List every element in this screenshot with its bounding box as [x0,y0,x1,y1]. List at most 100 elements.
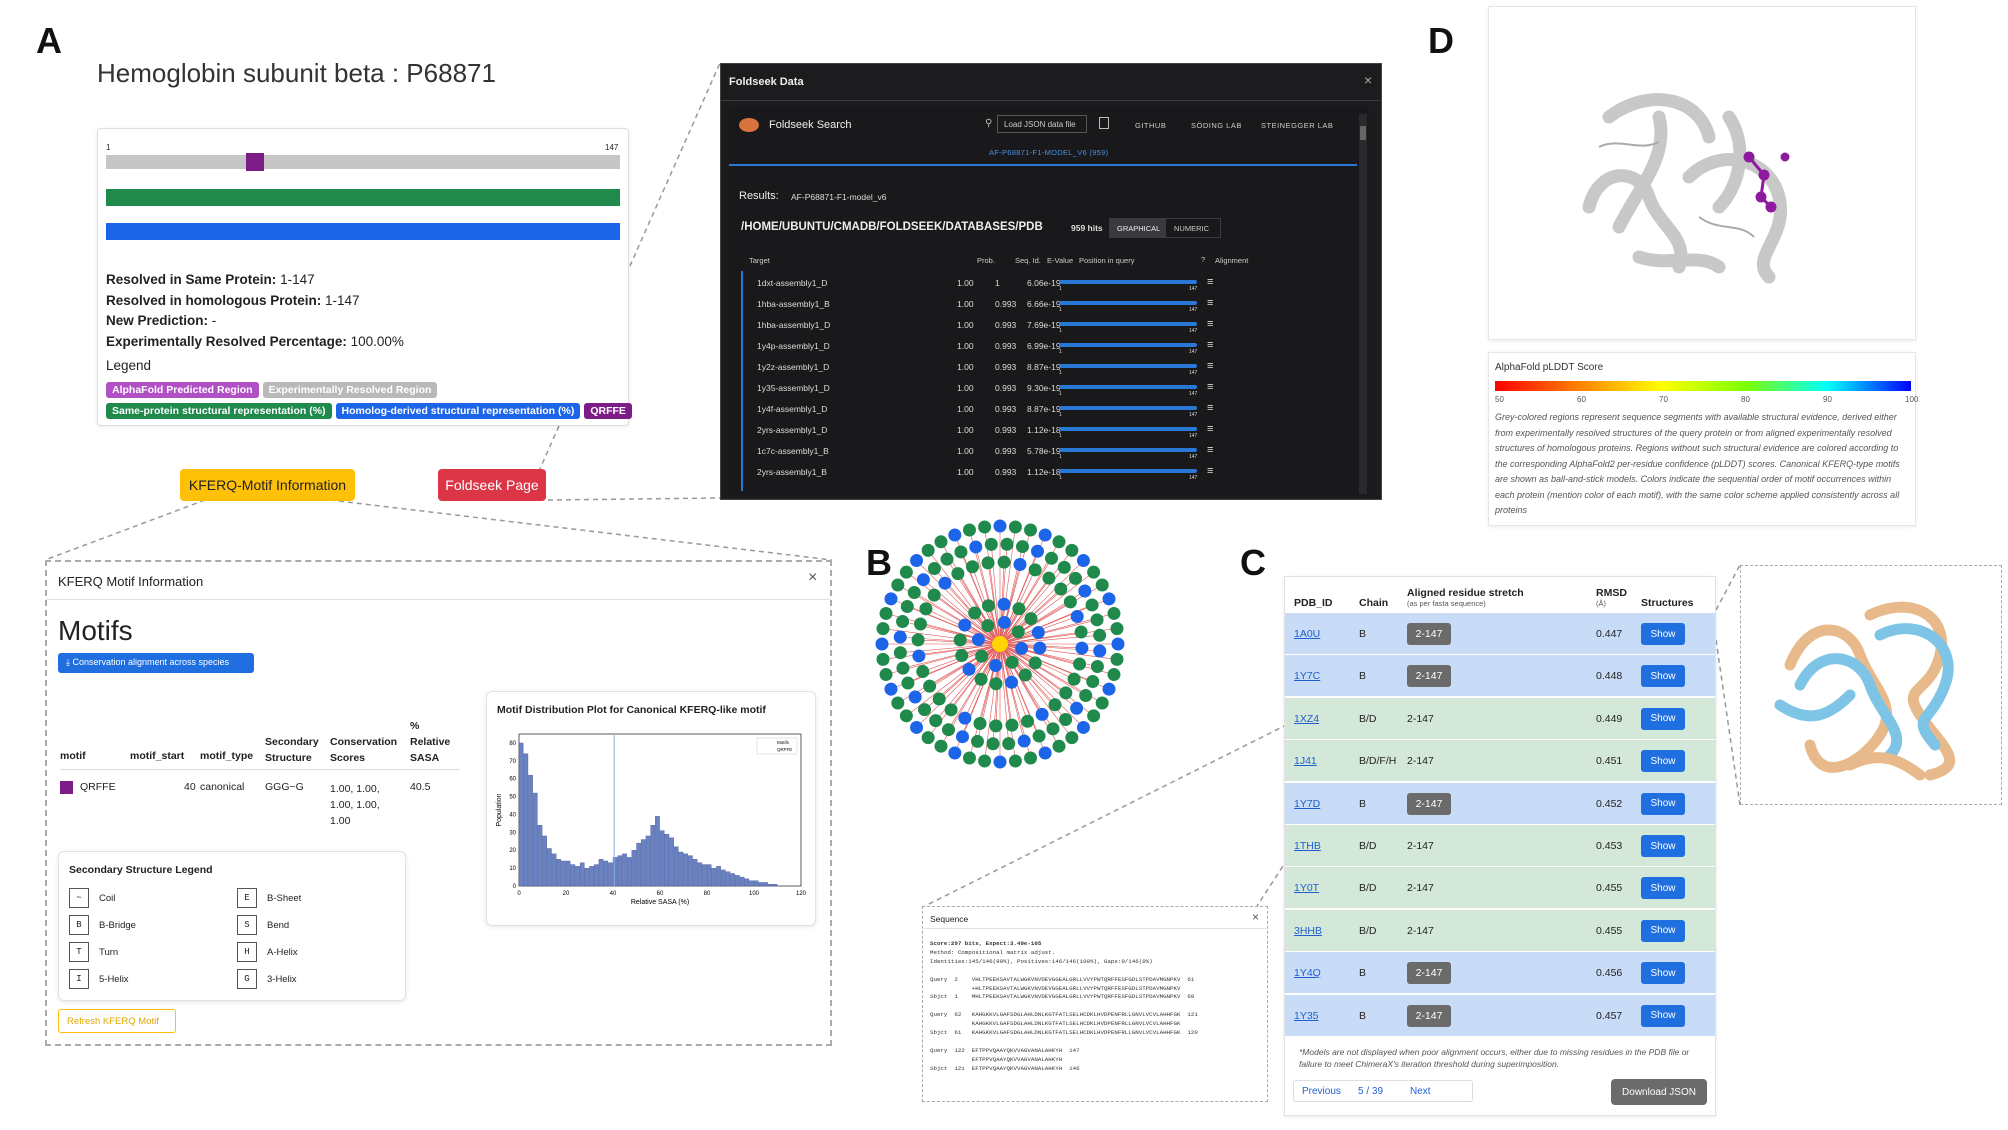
alignment-icon[interactable]: ≡ [1207,297,1214,309]
network-node [1038,528,1052,542]
sequence-close-icon[interactable]: × [1252,910,1260,924]
hist-bar [579,862,585,887]
aligned-range[interactable]: 2-147 [1407,962,1451,985]
result-row[interactable]: 1y35-assembly1_D 1.00 0.993 9.30e-19 1 147 ≡ [757,379,1349,400]
panel-label-a: A [36,20,62,61]
result-target[interactable]: 1y2z-assembly1_D [757,362,830,372]
aligned-range[interactable]: 2-147 [1407,712,1434,725]
previous-page-link[interactable]: Previous [1302,1086,1341,1097]
file-icon[interactable] [1099,117,1109,129]
pdb-id-link[interactable]: 1Y35 [1294,1009,1319,1022]
show-structure-button[interactable]: Show [1641,665,1685,688]
motif-panel-close-icon[interactable]: × [808,569,818,586]
show-structure-button[interactable]: Show [1641,792,1685,815]
pdb-id-link[interactable]: 1THB [1294,840,1321,852]
nav-github[interactable]: GITHUB [1135,121,1167,130]
rmsd-cell: 0.452 [1596,797,1623,810]
show-structure-button[interactable]: Show [1641,919,1685,942]
result-target[interactable]: 1c7c-assembly1_B [757,446,829,456]
next-page-link[interactable]: Next [1410,1086,1431,1097]
alignment-icon[interactable]: ≡ [1207,339,1214,351]
hist-bar [763,882,768,887]
show-structure-button[interactable]: Show [1641,1004,1685,1027]
aligned-range[interactable]: 2-147 [1407,623,1451,645]
result-target[interactable]: 2yrs-assembly1_B [757,467,827,477]
close-icon[interactable]: × [1364,72,1373,88]
pdb-id-link[interactable]: 1Y7C [1294,670,1321,683]
show-structure-button[interactable]: Show [1641,750,1685,773]
pdb-id-link[interactable]: 1Y4Q [1294,967,1321,980]
refresh-kferq-button[interactable]: Refresh KFERQ Motif [58,1009,176,1033]
pdb-id-link[interactable]: 1Y0T [1294,882,1320,895]
show-structure-button[interactable]: Show [1641,835,1685,857]
result-target[interactable]: 2yrs-assembly1_D [757,425,828,435]
result-target[interactable]: 1y4p-assembly1_D [757,341,830,351]
aligned-range[interactable]: 2-147 [1407,924,1434,937]
model-tab[interactable]: AF-P68871-F1-MODEL_V6 (959) [989,148,1109,157]
kferq-motif-info-button[interactable]: KFERQ-Motif Information [180,469,355,501]
aligned-range[interactable]: 2-147 [1407,840,1434,852]
scrollbar-thumb[interactable] [1360,126,1366,140]
load-json-button[interactable]: Load JSON data file [997,115,1087,133]
network-node [1065,543,1079,557]
network-node [891,696,905,710]
alignment-icon[interactable]: ≡ [1207,318,1214,330]
aligned-range[interactable]: 2-147 [1407,792,1451,815]
result-target[interactable]: 1hba-assembly1_D [757,320,831,330]
result-target[interactable]: 1dxt-assembly1_D [757,278,828,288]
hist-bar [678,851,684,887]
alignment-icon[interactable]: ≡ [1207,360,1214,372]
network-node [973,717,987,731]
result-row[interactable]: 1y2z-assembly1_D 1.00 0.993 8.87e-19 1 147 ≡ [757,358,1349,379]
alignment-icon[interactable]: ≡ [1207,381,1214,393]
foldseek-page-button[interactable]: Foldseek Page [438,469,546,501]
result-row[interactable]: 1y4p-assembly1_D 1.00 0.993 6.99e-19 1 147 ≡ [757,337,1349,358]
nav-steinegger-lab[interactable]: STEINEGGER LAB [1261,121,1334,130]
result-target[interactable]: 1hba-assembly1_B [757,299,830,309]
result-target[interactable]: 1y4f-assembly1_D [757,404,828,414]
graphical-toggle[interactable]: GRAPHICAL [1109,218,1165,238]
result-row[interactable]: 2yrs-assembly1_D 1.00 0.993 1.12e-18 1 147 ≡ [757,421,1349,442]
aligned-range[interactable]: 2-147 [1407,755,1434,768]
chain-cell: B [1359,670,1367,683]
motif-marker[interactable] [246,153,264,171]
aligned-range[interactable]: 2-147 [1407,882,1434,895]
result-row[interactable]: 1hba-assembly1_B 1.00 0.993 6.66e-19 1 147 ≡ [757,295,1349,316]
network-node [1024,751,1038,765]
pdb-id-link[interactable]: 1XZ4 [1294,712,1320,725]
ss-code-box: T [69,942,89,962]
pdb-id-link[interactable]: 1A0U [1294,628,1321,640]
network-node [941,723,955,737]
result-row[interactable]: 1y4f-assembly1_D 1.00 0.993 8.87e-19 1 147 ≡ [757,400,1349,421]
superposition-frame [1740,565,2002,805]
nav-soding-lab[interactable]: SÖDING LAB [1191,121,1242,130]
download-json-button[interactable]: Download JSON [1611,1079,1707,1105]
aligned-range[interactable]: 2-147 [1407,665,1451,688]
scrollbar[interactable] [1359,114,1367,494]
network-node [911,633,925,647]
aligned-range[interactable]: 2-147 [1407,1004,1451,1027]
show-structure-button[interactable]: Show [1641,707,1685,730]
alignment-icon[interactable]: ≡ [1207,423,1214,435]
result-row[interactable]: 1dxt-assembly1_D 1.00 1 6.06e-19 1 147 ≡ [757,274,1349,295]
sequence-popup: Sequence × Score:297 bits, Expect:3.49e-… [924,908,1266,1100]
pdb-id-link[interactable]: 1J41 [1294,755,1317,768]
alignment-icon[interactable]: ≡ [1207,276,1214,288]
show-structure-button[interactable]: Show [1641,623,1685,645]
network-node [948,528,962,542]
pdb-id-link[interactable]: 3HHB [1294,924,1323,937]
result-evalue: 5.78e-19 [1027,446,1061,456]
show-structure-button[interactable]: Show [1641,877,1685,900]
result-target[interactable]: 1y35-assembly1_D [757,383,830,393]
result-row[interactable]: 1c7c-assembly1_B 1.00 0.993 5.78e-19 1 147 ≡ [757,442,1349,463]
alignment-icon[interactable]: ≡ [1207,465,1214,477]
pdb-id-link[interactable]: 1Y7D [1294,797,1321,810]
numeric-toggle[interactable]: NUMERIC [1165,218,1221,238]
alignment-icon[interactable]: ≡ [1207,444,1214,456]
show-structure-button[interactable]: Show [1641,962,1685,985]
structure-viewer[interactable] [1488,6,1916,340]
result-row[interactable]: 1hba-assembly1_D 1.00 0.993 7.69e-19 1 147 ≡ [757,316,1349,337]
alignment-icon[interactable]: ≡ [1207,402,1214,414]
conservation-alignment-button[interactable]: ⤓ Conservation alignment across species [58,653,254,673]
result-row[interactable]: 2yrs-assembly1_B 1.00 0.993 1.12e-18 1 147 ≡ [757,463,1349,484]
